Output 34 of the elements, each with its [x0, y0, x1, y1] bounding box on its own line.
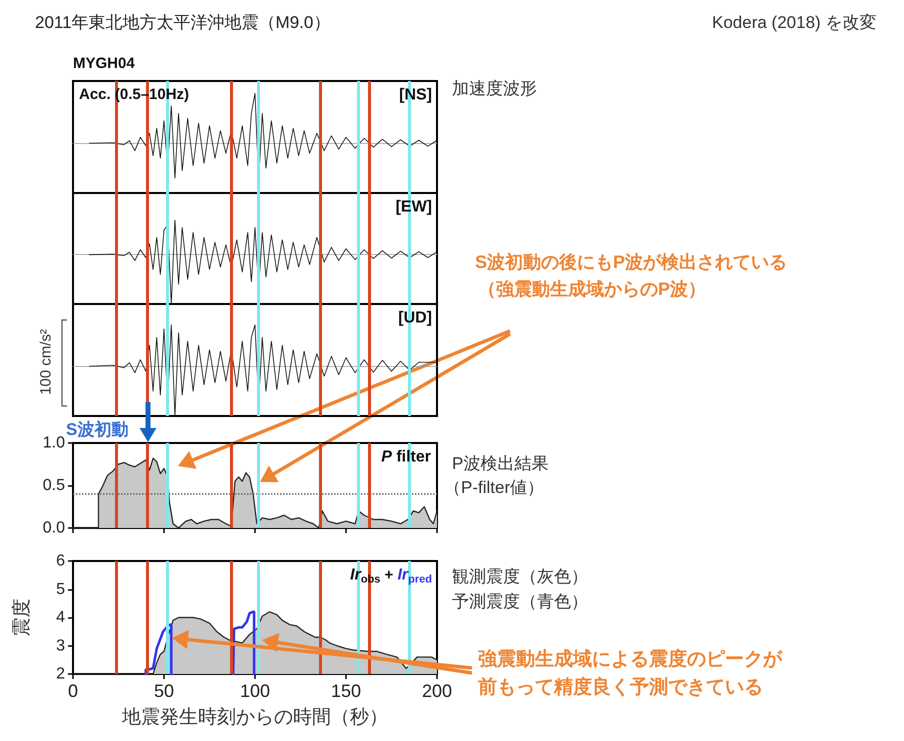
text: 100 cm/s²	[38, 329, 54, 395]
y-tick-label: 2	[56, 666, 66, 682]
chart-subtitle: MYGH04	[73, 55, 136, 72]
text: [EW]	[396, 198, 432, 216]
text: （P-filter値）	[444, 478, 544, 497]
chart-title: 2011年東北地方太平洋沖地震（M9.0）	[35, 13, 330, 32]
chart-title: P filter	[381, 448, 432, 466]
text: 加速度波形	[452, 79, 537, 98]
y-tick-label: 1.0	[42, 434, 66, 452]
y-tick-label: 6	[56, 552, 66, 570]
y-tick-label: 0.0	[42, 520, 66, 536]
text: 予測震度（青色）	[452, 592, 588, 611]
annotation: +	[380, 566, 398, 584]
x-tick-label: 100	[240, 681, 270, 701]
x-tick-label: 200	[422, 681, 452, 701]
x-axis-title: 地震発生時刻からの時間（秒）	[121, 706, 388, 728]
y-tick-label: 0.5	[42, 477, 66, 494]
text: [UD]	[398, 310, 432, 326]
text: S波初動の後にもP波が検出されている	[475, 252, 788, 272]
y-tick-label: 5	[56, 580, 66, 598]
text: 前もって精度良く予測できている	[477, 676, 763, 698]
y-tick-label: 3	[56, 637, 66, 654]
text: P波検出結果	[452, 454, 548, 473]
text: 強震動生成域による震度のピークが	[478, 648, 783, 670]
x-tick-label: 50	[154, 681, 174, 701]
text: 観測震度（灰色）	[452, 567, 588, 586]
text: S波初動	[66, 420, 128, 439]
text: Kodera (2018) を改変	[712, 13, 876, 32]
x-tick-label: 0	[68, 681, 78, 701]
text: （強震動生成域からのP波）	[478, 279, 706, 299]
x-tick-label: 150	[330, 681, 362, 701]
y-axis-title: 震度	[10, 598, 32, 636]
y-tick-label: 4	[56, 609, 66, 626]
text: [NS]	[399, 86, 432, 104]
